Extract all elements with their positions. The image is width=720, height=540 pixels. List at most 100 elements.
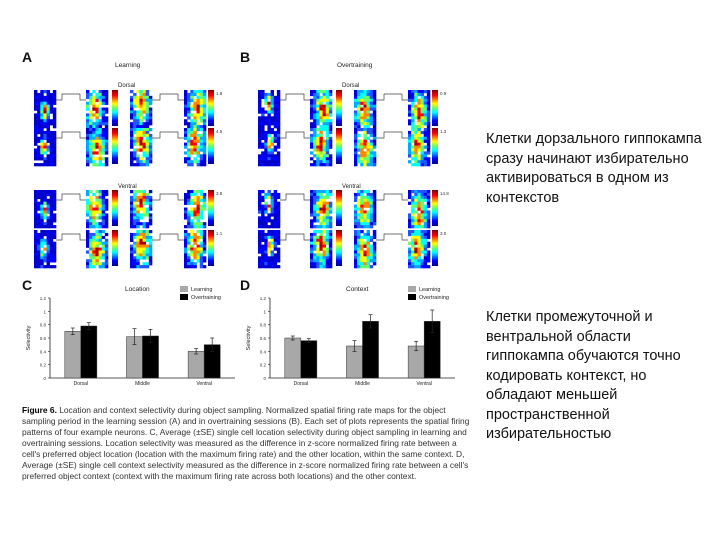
firing-map-bin [95, 250, 99, 254]
firing-map-bin [46, 95, 51, 100]
firing-map-bin [310, 247, 314, 251]
firing-map-bin [52, 90, 57, 94]
firing-map-bin [101, 219, 106, 223]
firing-map-bin [325, 125, 330, 129]
firing-map-bin [426, 90, 431, 94]
firing-map-bin [190, 230, 194, 234]
firing-map-bin [43, 163, 47, 167]
firing-map-bin [310, 207, 314, 211]
firing-map-bin [202, 192, 207, 197]
firing-map-bin [193, 145, 197, 149]
firing-map-bin [276, 238, 281, 242]
firing-map-bin [426, 95, 431, 100]
firing-map-bin [130, 116, 134, 120]
firing-map-bin [184, 142, 188, 146]
firing-map-bin [420, 125, 425, 129]
firing-map-bin [37, 265, 41, 269]
firing-map-bin [319, 113, 323, 117]
firing-map-bin [43, 110, 47, 114]
firing-map-bin [148, 244, 153, 248]
firing-map-bin [202, 145, 207, 149]
firing-map-bin [264, 154, 268, 158]
firing-map [258, 128, 281, 167]
firing-map-bin [142, 232, 147, 237]
firing-map-bin [264, 241, 268, 245]
firing-map-bin [319, 195, 323, 200]
firing-map-bin [354, 110, 358, 114]
firing-map-bin [52, 148, 57, 152]
firing-map-bin [420, 92, 425, 97]
firing-map-bin [258, 222, 262, 226]
firing-map-bin [313, 128, 317, 132]
firing-map-bin [40, 265, 44, 269]
firing-map-bin [264, 207, 268, 211]
firing-map-bin [322, 104, 327, 108]
firing-map-bin [267, 107, 271, 111]
firing-map-bin [136, 222, 140, 226]
firing-map-bin [313, 232, 317, 237]
firing-map-bin [104, 250, 109, 254]
firing-map-bin [49, 216, 54, 220]
firing-map-bin [408, 190, 412, 194]
firing-map-bin [316, 230, 320, 234]
firing-map-bin [49, 253, 54, 257]
firing-map-bin [316, 219, 320, 223]
firing-map-bin [313, 90, 317, 94]
firing-map-bin [190, 262, 194, 266]
firing-map-bin [328, 259, 333, 263]
firing-map-bin [426, 160, 431, 164]
firing-map-bin [46, 244, 51, 248]
firing-map-bin [417, 163, 421, 167]
firing-map-bin [95, 163, 99, 167]
firing-map-bin [40, 110, 44, 114]
firing-map-bin [40, 163, 44, 167]
firing-map-bin [145, 125, 150, 129]
firing-map-bin [40, 230, 44, 234]
firing-map-bin [325, 192, 330, 197]
firing-map-bin [190, 92, 194, 97]
firing-map-bin [423, 238, 428, 242]
firing-map-bin [322, 139, 327, 143]
firing-map-bin [310, 136, 314, 140]
firing-map-bin [366, 104, 371, 108]
firing-map-bin [426, 136, 431, 140]
firing-map-bin [261, 122, 265, 126]
firing-map-bin [276, 201, 281, 205]
firing-map-bin [372, 195, 377, 200]
firing-map-bin [408, 247, 412, 251]
firing-map [86, 190, 109, 229]
firing-map-bin [408, 195, 412, 200]
firing-map-bin [316, 92, 320, 97]
firing-map-bin [43, 216, 47, 220]
firing-map-bin [369, 139, 374, 143]
firing-map-bin [130, 265, 134, 269]
firing-map-bin [328, 232, 333, 237]
firing-map-bin [313, 145, 317, 149]
firing-map-bin [142, 128, 147, 132]
firing-map-bin [264, 232, 268, 237]
firing-map-bin [325, 142, 330, 146]
firing-map-bin [325, 256, 330, 260]
firing-map-bin [139, 230, 143, 234]
firing-map-bin [360, 107, 364, 111]
firing-map-bin [139, 148, 143, 152]
firing-map-bin [313, 113, 317, 117]
firing-map-bin [37, 262, 41, 266]
firing-map-bin [187, 238, 191, 242]
firing-map-bin [322, 128, 327, 132]
firing-map-bin [426, 230, 431, 234]
firing-map-bin [52, 190, 57, 194]
firing-map-bin [357, 201, 361, 205]
firing-map-bin [325, 250, 330, 254]
firing-map-bin [273, 104, 278, 108]
firing-map-bin [372, 198, 377, 202]
firing-map-bin [104, 148, 109, 152]
firing-map-bin [43, 104, 47, 108]
firing-map-bin [426, 130, 431, 135]
firing-map-bin [261, 259, 265, 263]
firing-map-bin [357, 265, 361, 269]
firing-map-bin [86, 250, 90, 254]
firing-map-bin [366, 128, 371, 132]
firing-map-bin [372, 230, 377, 234]
firing-map-bin [199, 241, 204, 245]
